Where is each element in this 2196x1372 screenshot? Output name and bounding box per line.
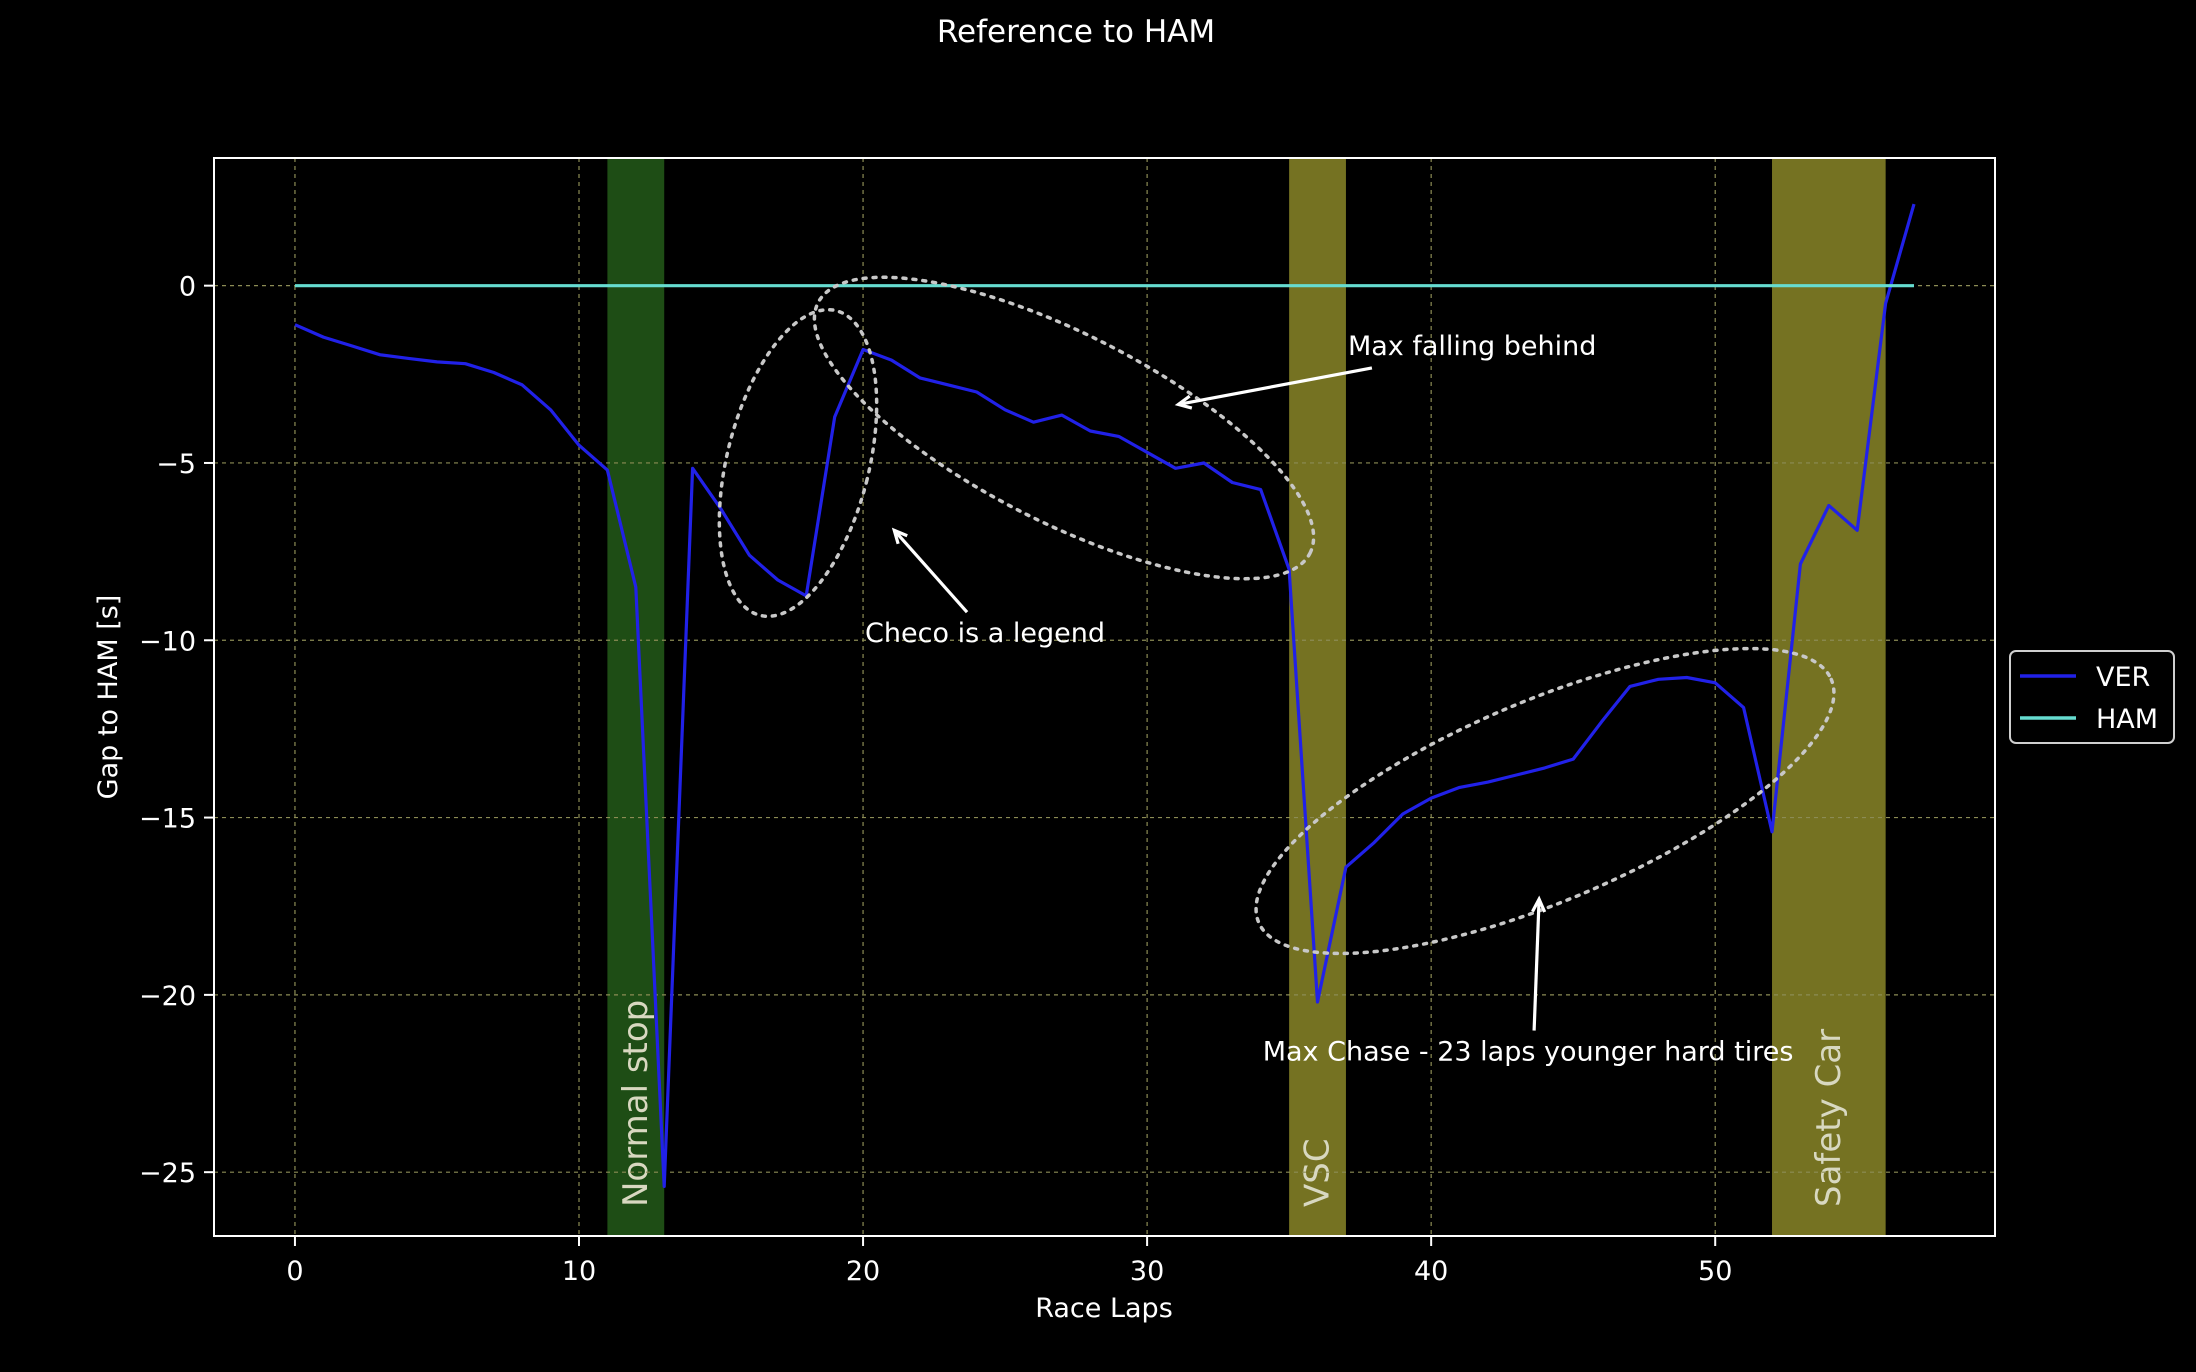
y-tick-label-3: −15 (139, 804, 196, 835)
annotation-arrow-1 (893, 529, 969, 614)
checo-ellipse (717, 307, 879, 619)
plot-frame (213, 157, 1996, 1237)
y-tick-label-0: 0 (179, 272, 196, 303)
x-tick-label-0: 0 (286, 1256, 303, 1287)
x-axis-label: Race Laps (1035, 1293, 1173, 1324)
y-tick-label-1: −5 (156, 449, 196, 480)
y-tick-label-5: −25 (139, 1158, 196, 1189)
shaded-region-0 (607, 158, 665, 1236)
y-axis-label: Gap to HAM [s] (93, 595, 124, 800)
max-chase-ellipse (1254, 646, 1836, 956)
region-label-0: Normal stop (616, 1000, 656, 1207)
legend-label-ham: HAM (2096, 704, 2158, 735)
shaded-region-2 (1772, 158, 1886, 1236)
annotation-arrow-2 (1532, 899, 1541, 1031)
x-tick-label-3: 30 (1130, 1256, 1164, 1287)
axes: 0 10 20 30 40 50 0 −5 −10 −15 −20 −25 (139, 157, 1996, 1287)
x-tick-label-5: 50 (1698, 1256, 1732, 1287)
y-tick-label-4: −20 (139, 981, 196, 1012)
grid-lines (214, 158, 1995, 1236)
series-line-ver (294, 203, 1916, 1189)
x-tick-label-4: 40 (1414, 1256, 1448, 1287)
x-tick-label-1: 10 (562, 1256, 596, 1287)
legend-box (2009, 650, 2175, 744)
series-lines (294, 203, 1916, 1189)
chart-title: Reference to HAM (937, 14, 1215, 50)
highlight-ellipses (717, 275, 1836, 956)
annotation-text-0: Max falling behind (1348, 331, 1596, 362)
falling-behind-ellipse (812, 275, 1316, 581)
annotations: Max falling behind Checo is a legend Max C… (865, 331, 1793, 1068)
annotation-text-2: Max Chase - 23 laps younger hard tires (1263, 1037, 1794, 1068)
annotation-arrowhead-1 (891, 527, 908, 545)
legend-label-ver: VER (2096, 662, 2150, 693)
annotation-text-1: Checo is a legend (865, 618, 1105, 649)
annotation-arrowhead-2 (1531, 895, 1547, 913)
region-label-2: Safety Car (1809, 1029, 1849, 1207)
annotation-arrowhead-0 (1174, 394, 1193, 410)
annotation-arrow-0 (1178, 366, 1373, 407)
y-tick-label-2: −10 (139, 626, 196, 657)
legend: VER HAM (2009, 650, 2175, 744)
x-tick-label-2: 20 (846, 1256, 880, 1287)
